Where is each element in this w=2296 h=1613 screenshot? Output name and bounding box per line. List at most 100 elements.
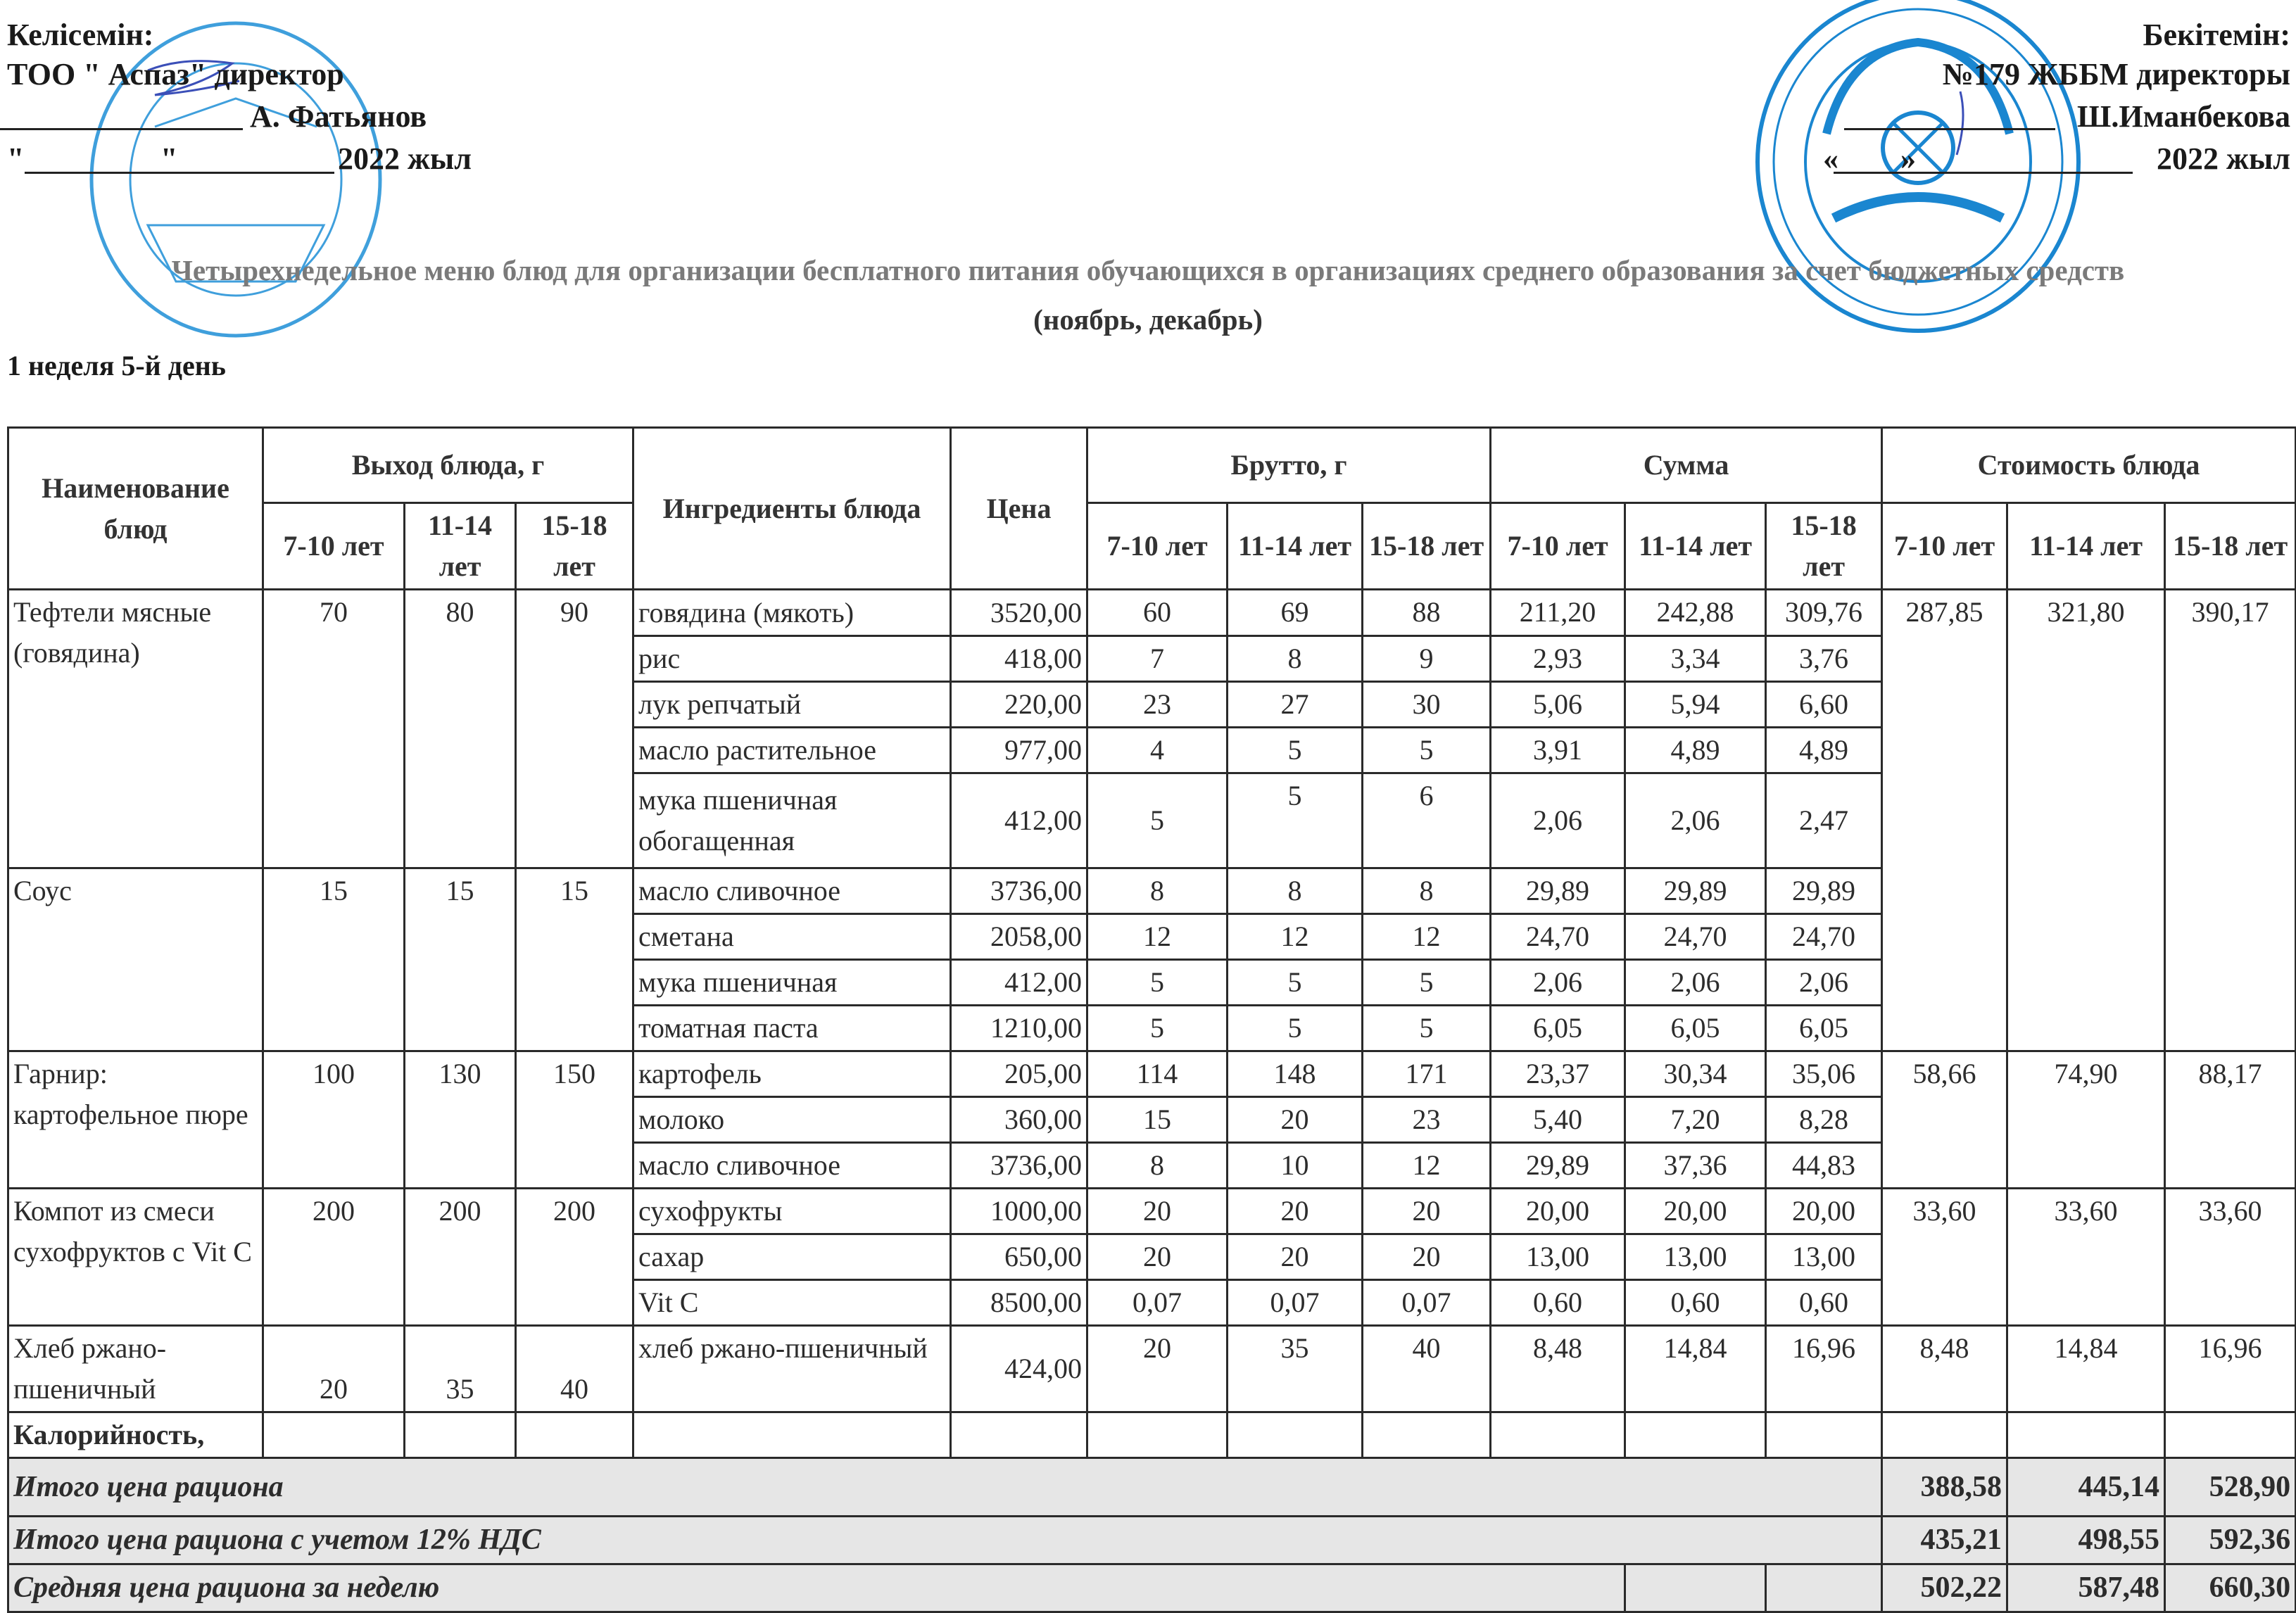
header-brutto: Брутто, г [1086, 426, 1492, 504]
ingredient-name: лук репчатый [632, 681, 952, 728]
ingredient-brutto: 20 [1226, 1096, 1364, 1144]
ingredient-brutto: 8 [1086, 1141, 1229, 1189]
ingredient-brutto: 171 [1361, 1050, 1492, 1098]
total-value: 660,30 [2164, 1562, 2296, 1613]
ingredient-price: 3736,00 [950, 867, 1089, 915]
ingredient-brutto: 23 [1086, 681, 1229, 728]
dish-cost: 321,80 [2006, 588, 2166, 1052]
ingredient-price: 360,00 [950, 1096, 1089, 1144]
document-subtitle: (ноябрь, декабрь) [1033, 303, 1263, 336]
empty-cell [1881, 1411, 2009, 1459]
ingredient-brutto: 20 [1086, 1187, 1229, 1235]
dish-yield: 200 [262, 1187, 405, 1327]
ingredient-sum: 16,96 [1765, 1324, 1884, 1413]
total-value: 388,58 [1881, 1457, 2009, 1517]
total-label: Итого цена рациона [6, 1457, 1884, 1517]
empty-cell [1361, 1411, 1492, 1459]
dish-cost: 14,84 [2006, 1324, 2166, 1413]
total-label: Средняя цена рациона за неделю [6, 1562, 1627, 1613]
ingredient-brutto: 0,07 [1361, 1279, 1492, 1327]
empty-cell [1489, 1411, 1627, 1459]
dish-cost: 33,60 [2006, 1187, 2166, 1327]
ingredient-sum: 6,05 [1624, 1004, 1767, 1052]
empty-cell [1624, 1562, 1767, 1613]
dish-yield: 15 [403, 867, 517, 1052]
empty-cell [403, 1411, 517, 1459]
dish-cost: 58,66 [1881, 1050, 2009, 1189]
ingredient-sum: 13,00 [1624, 1233, 1767, 1281]
dish-cost: 390,17 [2164, 588, 2296, 1052]
ingredient-name: масло растительное [632, 726, 952, 774]
ingredient-sum: 35,06 [1765, 1050, 1884, 1098]
dish-cost: 16,96 [2164, 1324, 2296, 1413]
ingredient-sum: 20,00 [1624, 1187, 1767, 1235]
dish-name: Гарнир: картофельное пюре [7, 1050, 264, 1189]
ingredient-sum: 2,06 [1489, 772, 1627, 869]
empty-cell [1226, 1411, 1364, 1459]
ingredient-sum: 6,05 [1489, 1004, 1627, 1052]
ingredient-brutto: 20 [1361, 1233, 1492, 1281]
ingredient-brutto: 30 [1361, 681, 1492, 728]
ingredient-price: 1000,00 [950, 1187, 1089, 1235]
empty-cell [514, 1411, 635, 1459]
total-value: 445,14 [2006, 1457, 2166, 1517]
empty-cell [1765, 1411, 1884, 1459]
ingredient-brutto: 5 [1086, 1004, 1229, 1052]
ingredient-sum: 29,89 [1765, 867, 1884, 915]
approval-right-year: 2022 жыл [2157, 141, 2290, 176]
document-title: Четырехнедельное меню блюд для организац… [171, 254, 2125, 286]
calories-label: Калорийность, [7, 1411, 264, 1459]
ingredient-brutto: 20 [1086, 1233, 1229, 1281]
ingredient-brutto: 5 [1361, 1004, 1492, 1052]
total-label: Итого цена рациона с учетом 12% НДС [6, 1515, 1884, 1565]
ingredient-price: 650,00 [950, 1233, 1089, 1281]
header-sum-age: 7-10 лет [1489, 502, 1627, 590]
header-price: Цена [950, 426, 1089, 590]
ingredient-name: масло сливочное [632, 1141, 952, 1189]
ingredient-sum: 6,60 [1765, 681, 1884, 728]
dish-yield: 200 [514, 1187, 635, 1327]
total-value: 502,22 [1881, 1562, 2009, 1613]
dish-yield: 70 [262, 588, 405, 869]
table-row: масло сливочное 3736,00 8 10 12 29,89 37,36 44,… [8, 1141, 2296, 1189]
approval-right-signer: Ш.Иманбекова [2077, 99, 2290, 134]
signature-line [0, 128, 243, 130]
ingredient-brutto: 5 [1361, 959, 1492, 1006]
ingredient-sum: 13,00 [1489, 1233, 1627, 1281]
ingredient-sum: 30,34 [1624, 1050, 1767, 1098]
ingredient-price: 412,00 [950, 772, 1089, 869]
header-sum: Сумма [1489, 426, 1884, 504]
empty-cell [1624, 1411, 1767, 1459]
ingredient-sum: 5,06 [1489, 681, 1627, 728]
header-brutto-age: 15-18 лет [1361, 502, 1492, 590]
date-line [1834, 172, 2133, 174]
ingredient-sum: 23,37 [1489, 1050, 1627, 1098]
ingredient-brutto: 69 [1226, 588, 1364, 637]
ingredient-name: мука пшеничная [632, 959, 952, 1006]
signature-line [1844, 128, 2055, 130]
header-cost-age: 7-10 лет [1881, 502, 2009, 590]
ingredient-sum: 0,60 [1489, 1279, 1627, 1327]
dish-yield: 15 [262, 867, 405, 1052]
empty-cell [1765, 1562, 1884, 1613]
header-sum-age: 15-18 лет [1765, 502, 1884, 590]
ingredient-brutto: 5 [1226, 772, 1364, 869]
ingredient-price: 424,00 [950, 1324, 1089, 1413]
table-row: рис 418,00 7 8 9 2,93 3,34 3,76 [8, 635, 2296, 683]
ingredient-sum: 3,91 [1489, 726, 1627, 774]
dish-cost: 8,48 [1881, 1324, 2009, 1413]
dish-yield: 150 [514, 1050, 635, 1189]
approval-left-heading: Келісемін: [7, 18, 154, 52]
ingredient-brutto: 12 [1226, 913, 1364, 961]
ingredient-price: 418,00 [950, 635, 1089, 683]
ingredient-brutto: 4 [1086, 726, 1229, 774]
ingredient-sum: 20,00 [1765, 1187, 1884, 1235]
ingredient-sum: 7,20 [1624, 1096, 1767, 1144]
dish-cost: 33,60 [2164, 1187, 2296, 1327]
ingredient-name: сухофрукты [632, 1187, 952, 1235]
dish-yield: 20 [262, 1324, 405, 1413]
ingredient-sum: 211,20 [1489, 588, 1627, 637]
ingredient-sum: 2,06 [1765, 959, 1884, 1006]
ingredient-price: 8500,00 [950, 1279, 1089, 1327]
date-open-quote: " [7, 141, 25, 176]
